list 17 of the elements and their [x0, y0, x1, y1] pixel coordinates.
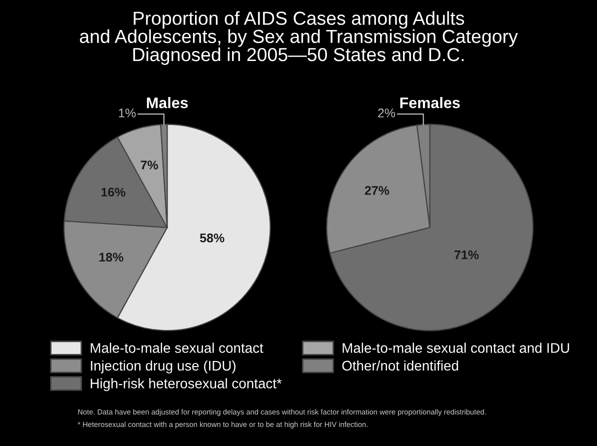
chart-title: Females [400, 97, 460, 108]
data-label: 1% [118, 108, 136, 118]
legend-label: Other/not identified [342, 360, 458, 371]
data-label: 58% [200, 234, 224, 242]
legend-label: Male-to-male sexual contact and IDU [342, 342, 570, 353]
data-label: 2% [378, 108, 396, 118]
data-label: 7% [140, 160, 158, 170]
data-label: 27% [364, 186, 390, 195]
pie-slice [329, 124, 534, 332]
data-label: 16% [101, 188, 126, 197]
legend-label: High-risk heterosexual contact* [90, 378, 282, 392]
data-label: 71% [454, 250, 479, 260]
text: Proportion of AIDS Cases among Adults and Adolescents, by Sex and Transmission Category Diagnosed in 2005—50 States and D.C. [80, 11, 518, 65]
legend-label: Male-to-male sexual contact [90, 342, 264, 353]
legend-label: Injection drug use (IDU) [90, 360, 236, 374]
data-label: 18% [99, 252, 124, 262]
chart-title: Males [146, 97, 188, 108]
